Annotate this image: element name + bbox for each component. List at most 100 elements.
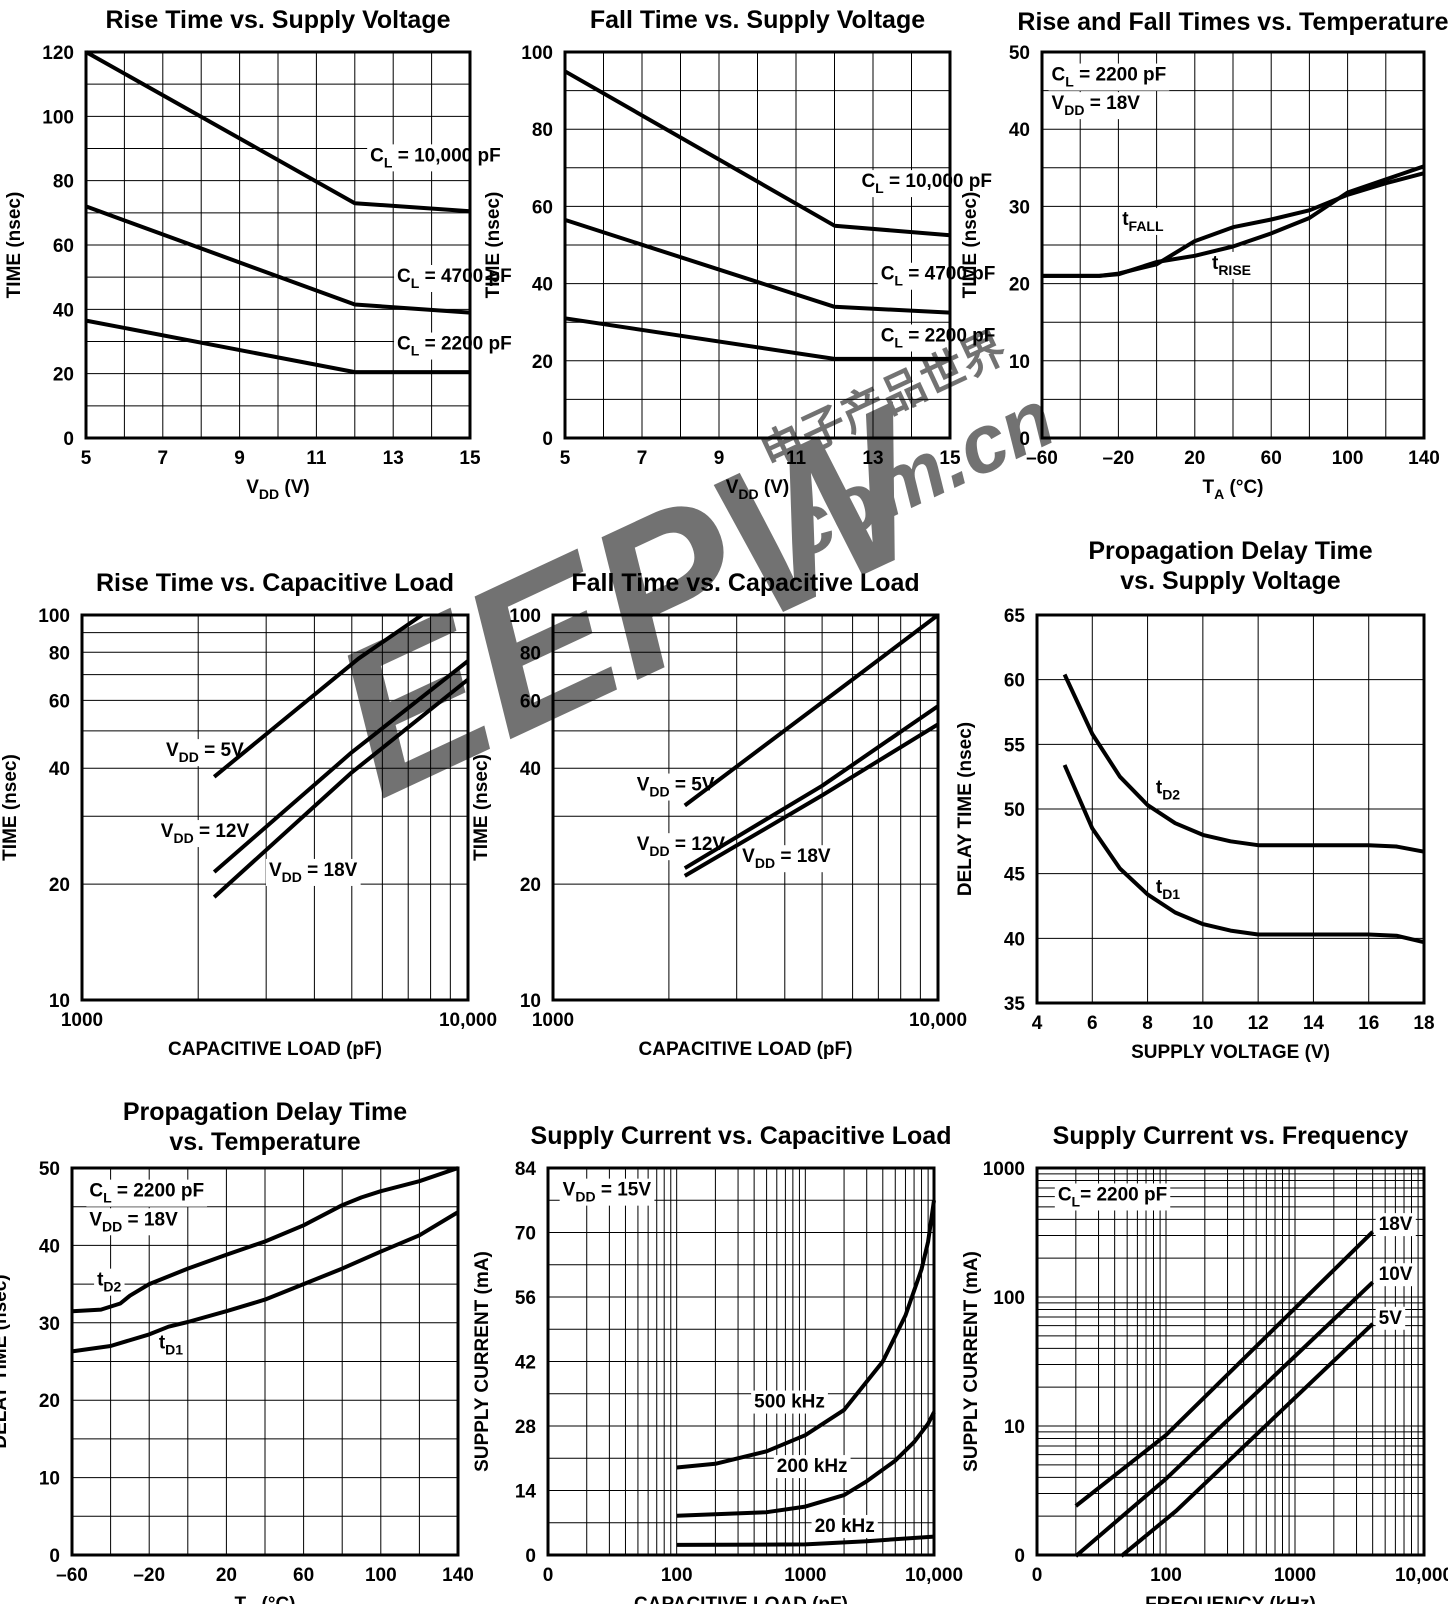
annotation-bg <box>877 262 999 290</box>
x-tick-label: 13 <box>383 448 404 469</box>
annotation-label: 500 kHz <box>754 1392 825 1413</box>
plot-frame <box>70 1166 460 1557</box>
annotation-label: CL = 4700 pF <box>397 266 512 291</box>
annotation-label: VDD = 18V <box>89 1209 178 1234</box>
plot-frame <box>563 50 952 440</box>
series-line-18V <box>1074 1230 1375 1508</box>
x-tick-label: 11 <box>786 448 807 469</box>
annotation-label: tD1 <box>1156 877 1180 902</box>
series-line-200-kHz <box>676 1411 936 1518</box>
plot-frame <box>80 613 470 1002</box>
y-tick-label: 35 <box>1004 994 1026 1015</box>
annotation-label: VDD = 12V <box>161 821 250 846</box>
chart-title: Rise Time vs. Supply Voltage <box>105 6 450 34</box>
y-tick-label: 20 <box>53 365 74 386</box>
chart-title: Rise and Fall Times vs. Temperature <box>1017 8 1448 36</box>
x-tick-label: 5 <box>560 448 571 469</box>
chart-rise_fall_vs_temp: CL = 2200 pF VDD = 18V tFALL tRISE –60 –20 20 6… <box>960 8 1448 502</box>
annotation-label: tD2 <box>1156 777 1180 802</box>
y-tick-label: 40 <box>49 759 70 780</box>
x-tick-label: 0 <box>1032 1565 1043 1586</box>
annotation-bg <box>633 773 718 801</box>
series-line-1 <box>212 659 470 874</box>
x-tick-label: 9 <box>714 448 725 469</box>
x-tick-label: 100 <box>1150 1565 1182 1586</box>
plot-frame <box>546 1166 936 1557</box>
chart-title: vs. Supply Voltage <box>1120 567 1341 595</box>
y-tick-label: 60 <box>532 197 553 218</box>
x-tick-label: 4 <box>1032 1013 1043 1034</box>
annotation-label: tD2 <box>97 1270 121 1295</box>
y-tick-label: 100 <box>993 1288 1025 1309</box>
y-tick-label: 0 <box>525 1546 536 1567</box>
annotation-bg <box>1208 251 1255 279</box>
x-axis-label: VDD (V) <box>246 477 310 502</box>
annotation-bg <box>394 332 515 360</box>
annotation-label: CL = 2200 pF <box>89 1181 204 1206</box>
x-axis-label: TA (°C) <box>235 1594 296 1604</box>
annotation-bg <box>394 264 515 292</box>
annotation-label: VDD = 5V <box>166 740 244 765</box>
annotation-bg <box>858 170 996 198</box>
series-line-tD1 <box>71 1210 460 1354</box>
x-tick-label: 20 <box>1184 448 1205 469</box>
x-tick-label: 140 <box>442 1565 474 1586</box>
x-tick-label: 1000 <box>532 1010 574 1031</box>
series-line-2 <box>683 722 940 878</box>
x-tick-label: 8 <box>1142 1013 1153 1034</box>
annotation-bg <box>773 1455 851 1479</box>
annotation-label: 20 kHz <box>815 1516 875 1537</box>
chart-title: Rise Time vs. Capacitive Load <box>96 569 454 597</box>
x-tick-label: 16 <box>1358 1013 1379 1034</box>
annotation-bg <box>1152 876 1184 904</box>
y-tick-label: 50 <box>1004 800 1025 821</box>
y-tick-label: 40 <box>39 1236 60 1257</box>
x-tick-label: 0 <box>543 1565 554 1586</box>
chart-current_vs_load: VDD = 15V 500 kHz 200 kHz 20 kHz 100 1000 10,0… <box>472 1122 963 1604</box>
y-axis-label: TIME (nsec) <box>471 754 492 861</box>
plot-frame <box>1035 1166 1426 1557</box>
chart-title: Propagation Delay Time <box>1088 537 1372 565</box>
annotation-bg <box>265 858 361 886</box>
annotations: CL = 2200 pF VDD = 18V tFALL tRISE <box>1048 63 1255 279</box>
y-tick-label: 30 <box>1009 197 1030 218</box>
annotation-label: CL = 10,000 pF <box>861 171 992 196</box>
x-tick-label: 15 <box>459 448 481 469</box>
x-tick-label: 60 <box>293 1565 314 1586</box>
annotations: VDD = 15V 500 kHz 200 kHz 20 kHz <box>559 1178 878 1538</box>
x-tick-label: 18 <box>1413 1013 1434 1034</box>
y-tick-label: 56 <box>515 1288 536 1309</box>
y-tick-label: 10 <box>1004 1417 1025 1438</box>
annotation-label: VDD = 15V <box>563 1180 652 1205</box>
y-tick-label: 30 <box>39 1314 60 1335</box>
annotation-label: 200 kHz <box>777 1456 848 1477</box>
chart-title: Fall Time vs. Capacitive Load <box>571 569 919 597</box>
series-line-1 <box>683 704 940 870</box>
annotation-label: tD1 <box>159 1332 183 1357</box>
series-line-tRISE <box>1042 164 1425 278</box>
x-tick-label: 14 <box>1303 1013 1325 1034</box>
y-tick-label: 55 <box>1004 735 1026 756</box>
x-tick-label: –20 <box>1103 448 1135 469</box>
y-tick-label: 60 <box>1004 671 1025 692</box>
x-axis-label: VDD (V) <box>726 477 790 502</box>
x-tick-label: 12 <box>1248 1013 1269 1034</box>
annotation-bg <box>1375 1306 1406 1330</box>
y-tick-label: 60 <box>53 236 74 257</box>
annotation-bg <box>86 1208 182 1236</box>
annotations: CL = 2200 pF VDD = 18V tD2 tD1 <box>86 1179 208 1359</box>
annotation-label: CL = 10,000 pF <box>370 145 501 170</box>
x-tick-label: 1000 <box>784 1565 826 1586</box>
y-tick-label: 20 <box>532 352 553 373</box>
y-axis-label: TIME (nsec) <box>960 192 981 299</box>
y-tick-label: 0 <box>49 1546 60 1567</box>
x-tick-label: 1000 <box>61 1010 103 1031</box>
y-tick-label: 100 <box>509 606 541 627</box>
annotation-label: VDD = 18V <box>1052 93 1141 118</box>
x-tick-label: 10 <box>1192 1013 1213 1034</box>
